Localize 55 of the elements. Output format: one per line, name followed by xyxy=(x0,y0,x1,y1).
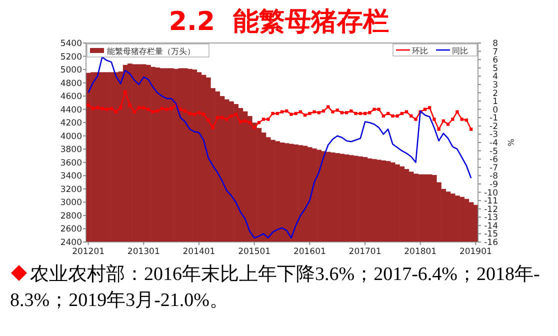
x-tick-label: 201401 xyxy=(182,247,216,257)
y-tick-label: 4000 xyxy=(60,132,82,142)
y-tick-label: 4800 xyxy=(60,78,82,89)
legend-label: 同比 xyxy=(452,46,468,56)
y2-tick-label: -4 xyxy=(490,138,498,148)
y-tick-label: 4400 xyxy=(60,105,82,116)
y2-axis-title: % xyxy=(506,138,515,147)
y2-tick-label: 8 xyxy=(492,39,498,49)
x-tick-label: 201501 xyxy=(238,247,271,257)
y2-tick-label: 0 xyxy=(492,105,498,116)
y2-tick-label: -16 xyxy=(484,238,498,248)
y2-tick-label: -3 xyxy=(490,130,498,140)
y2-tick-label: -13 xyxy=(484,213,498,224)
y-tick-label: 2600 xyxy=(60,224,82,235)
y-tick-label: 2400 xyxy=(60,238,82,248)
x-tick-label: 201801 xyxy=(404,247,437,257)
y2-tick-label: -8 xyxy=(490,172,498,182)
y2-tick-label: -15 xyxy=(484,230,498,240)
x-tick-label: 201301 xyxy=(127,247,160,257)
y2-tick-label: 5 xyxy=(492,64,498,74)
y2-tick-label: 7 xyxy=(492,47,498,58)
y-tick-label: 5000 xyxy=(60,66,82,76)
y2-tick-label: 3 xyxy=(492,80,498,90)
text: 农业农村部：2016年末比上年下降3.6%；2017-6.4%；2018年-8.3%；2019年3月-21.0%。 xyxy=(10,263,541,313)
y2-tick-label: -2 xyxy=(490,122,498,132)
chart-title: 2.2 能繁母猪存栏 xyxy=(168,7,390,37)
y2-tick-label: 4 xyxy=(492,72,498,82)
y2-tick-label: -1 xyxy=(490,114,498,124)
y-tick-label: 4200 xyxy=(60,118,82,129)
x-tick-label: 201701 xyxy=(348,247,382,257)
y2-tick-label: -6 xyxy=(490,155,498,166)
y-tick-label: 3000 xyxy=(60,198,82,208)
x-tick-label: 201201 xyxy=(72,247,105,257)
y-tick-label: 3200 xyxy=(60,184,82,195)
y-tick-label: 5400 xyxy=(60,39,82,49)
y-tick-label: 3800 xyxy=(60,145,82,156)
y-tick-label: 3600 xyxy=(60,158,82,168)
y2-tick-label: -11 xyxy=(484,196,498,207)
y2-tick-label: 2 xyxy=(492,88,498,99)
y2-tick-label: -10 xyxy=(484,188,498,198)
y2-tick-label: -12 xyxy=(484,204,498,215)
x-tick-label: 201901 xyxy=(459,247,492,257)
y2-tick-label: 1 xyxy=(492,97,498,108)
y2-tick-label: -14 xyxy=(484,221,498,232)
y2-tick-label: -5 xyxy=(490,146,498,157)
y-tick-label: 5200 xyxy=(60,52,82,62)
y2-tick-label: -7 xyxy=(490,163,498,174)
y2-tick-label: 6 xyxy=(492,56,498,66)
y-tick-label: 2800 xyxy=(60,211,82,222)
legend-label: 环比 xyxy=(412,46,428,56)
legend-label: 能繁母猪存栏量（万头） xyxy=(107,47,195,56)
y2-tick-label: -9 xyxy=(490,180,498,190)
x-tick-label: 201601 xyxy=(293,247,326,257)
y-tick-label: 4600 xyxy=(60,92,82,102)
y-tick-label: 3400 xyxy=(60,172,82,182)
